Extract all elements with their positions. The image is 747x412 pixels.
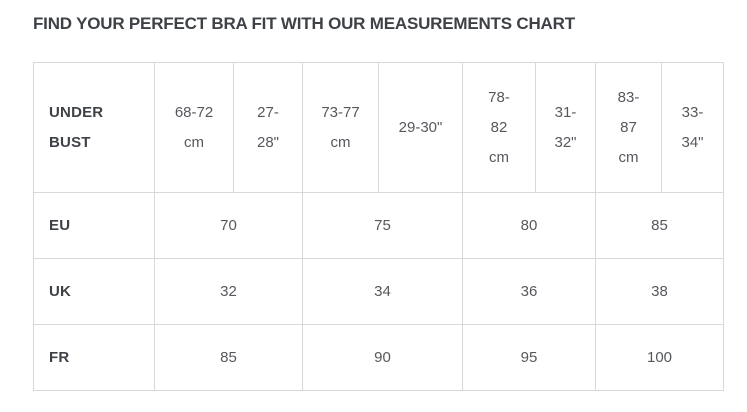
table-row-eu: EU 70 75 80 85 xyxy=(33,192,724,259)
row-header-eu: EU xyxy=(33,192,155,259)
uk-size-cell: 32 xyxy=(154,258,303,325)
fr-size-cell: 85 xyxy=(154,324,303,391)
table-row-uk: UK 32 34 36 38 xyxy=(33,258,724,325)
underbust-inch-cell-2: 29-30" xyxy=(378,62,463,193)
row-header-uk: UK xyxy=(33,258,155,325)
row-header-underbust: UNDER BUST xyxy=(33,62,155,193)
table-row-underbust: UNDER BUST 68-72 cm 27- 28" 73-77 cm 29-… xyxy=(33,62,724,193)
underbust-cm-cell-3: 78- 82 cm xyxy=(462,62,536,193)
underbust-inch-cell-3: 31- 32" xyxy=(535,62,596,193)
eu-size-cell: 85 xyxy=(595,192,724,259)
fr-size-cell: 95 xyxy=(462,324,596,391)
uk-size-cell: 34 xyxy=(302,258,463,325)
bra-measurements-table: UNDER BUST 68-72 cm 27- 28" 73-77 cm 29-… xyxy=(33,62,724,391)
eu-size-cell: 70 xyxy=(154,192,303,259)
row-header-fr: FR xyxy=(33,324,155,391)
uk-size-cell: 38 xyxy=(595,258,724,325)
fr-size-cell: 90 xyxy=(302,324,463,391)
table-row-fr: FR 85 90 95 100 xyxy=(33,324,724,391)
page-title: FIND YOUR PERFECT BRA FIT WITH OUR MEASU… xyxy=(33,14,575,33)
underbust-cm-cell-2: 73-77 cm xyxy=(302,62,379,193)
underbust-cm-cell-4: 83- 87 cm xyxy=(595,62,662,193)
eu-size-cell: 80 xyxy=(462,192,596,259)
underbust-inch-cell-1: 27- 28" xyxy=(233,62,303,193)
underbust-inch-cell-4: 33- 34" xyxy=(661,62,724,193)
uk-size-cell: 36 xyxy=(462,258,596,325)
fr-size-cell: 100 xyxy=(595,324,724,391)
underbust-cm-cell-1: 68-72 cm xyxy=(154,62,234,193)
eu-size-cell: 75 xyxy=(302,192,463,259)
